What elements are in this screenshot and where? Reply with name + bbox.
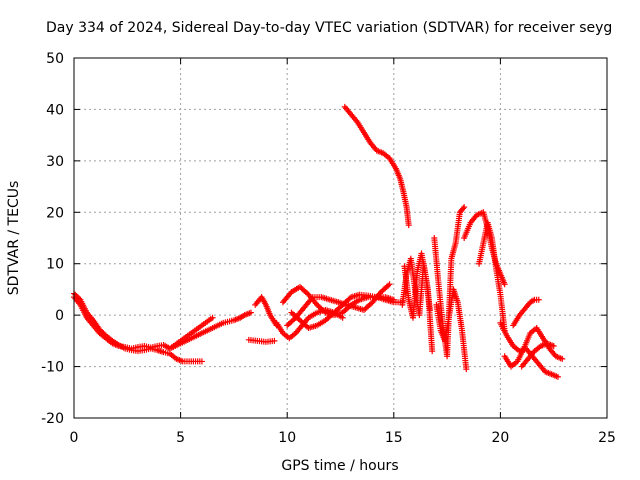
x-tick-label: 5 (176, 430, 185, 446)
data-point (339, 314, 346, 321)
series-early-decline (71, 294, 173, 352)
series-cluster-17-18 (431, 204, 468, 360)
data-point (501, 281, 508, 288)
data-point (427, 307, 434, 313)
x-tick-label: 10 (278, 430, 296, 446)
data-point (429, 348, 436, 355)
series-high-descent (341, 103, 412, 229)
series-tail-c (510, 296, 542, 329)
x-tick-label: 25 (598, 430, 616, 446)
series-oscillation-d (273, 307, 346, 342)
series-cluster-17-18-b (433, 286, 470, 373)
data-point (271, 337, 278, 344)
x-tick-label: 0 (70, 430, 79, 446)
series-oscillation-c (288, 291, 397, 331)
data-point (535, 296, 542, 303)
y-tick-label: -10 (41, 360, 64, 376)
data-marks (71, 103, 566, 380)
x-tick-label: 20 (491, 430, 509, 446)
chart-title: Day 334 of 2024, Sidereal Day-to-day VTE… (46, 20, 612, 36)
y-tick-label: 40 (46, 102, 64, 118)
y-tick-label: 30 (46, 154, 64, 170)
axis-ticks: 0 5 10 15 20 25 -20 -10 0 10 20 30 40 50 (41, 51, 616, 446)
plot-frame (73, 57, 608, 419)
y-tick-label: 20 (46, 205, 64, 221)
data-point (559, 355, 566, 362)
series-mid-hump (252, 294, 280, 329)
series-oscillation-b (284, 281, 393, 329)
y-tick-label: 10 (46, 257, 64, 273)
data-point (461, 204, 468, 211)
y-axis-label: SDTVAR / TECUs (6, 181, 22, 296)
data-point (460, 205, 467, 212)
y-tick-label: -20 (41, 411, 64, 427)
series-tail-b (501, 325, 566, 370)
series-early-decline-b (71, 290, 205, 365)
data-point (405, 222, 412, 229)
series-tail-d (518, 340, 557, 370)
data-point (247, 309, 254, 316)
y-tick-label: 50 (46, 51, 64, 67)
x-tick-label: 15 (385, 430, 403, 446)
x-axis-label: GPS time / hours (281, 458, 398, 474)
data-point (76, 295, 83, 302)
data-point (554, 373, 561, 380)
data-point (209, 314, 216, 321)
y-tick-label: 0 (55, 308, 64, 324)
series-cluster-15-17-b (401, 250, 434, 321)
data-point (550, 343, 557, 349)
series-rise-to-8h (166, 309, 254, 352)
series-mid-low (245, 336, 278, 345)
data-point (390, 296, 397, 303)
data-point (198, 358, 205, 365)
data-point (463, 366, 470, 373)
series-rise-to-7h (166, 314, 216, 352)
data-point (386, 281, 393, 288)
